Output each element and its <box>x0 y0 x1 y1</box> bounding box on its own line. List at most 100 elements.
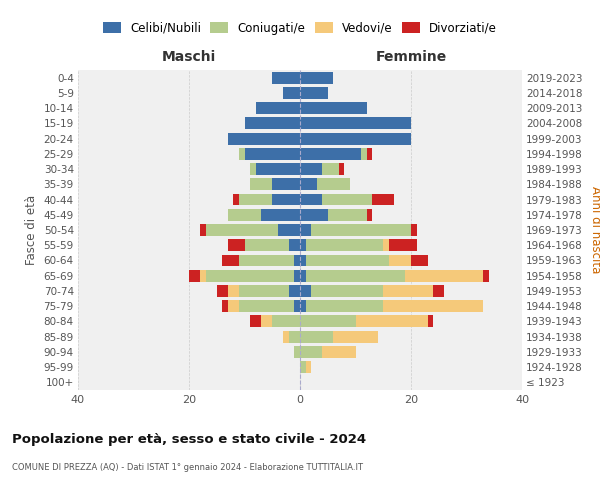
Bar <box>206 224 278 236</box>
Bar <box>272 72 300 84</box>
Bar <box>250 316 261 328</box>
Bar <box>367 209 372 220</box>
Text: Maschi: Maschi <box>162 50 216 64</box>
Bar <box>300 240 305 251</box>
Bar <box>406 270 483 281</box>
Bar <box>228 300 239 312</box>
Bar <box>300 87 328 99</box>
Bar <box>300 330 334 342</box>
Bar <box>272 194 300 205</box>
Bar <box>383 285 433 297</box>
Bar <box>278 224 300 236</box>
Bar <box>300 209 328 220</box>
Bar <box>428 316 433 328</box>
Bar <box>311 224 411 236</box>
Bar <box>239 148 245 160</box>
Bar <box>305 361 311 373</box>
Bar <box>300 102 367 114</box>
Bar <box>383 240 389 251</box>
Bar <box>300 163 322 175</box>
Bar <box>300 118 411 130</box>
Bar <box>300 148 361 160</box>
Bar <box>272 178 300 190</box>
Bar <box>223 300 228 312</box>
Bar <box>289 330 300 342</box>
Bar <box>300 361 305 373</box>
Bar <box>239 194 272 205</box>
Bar <box>189 270 200 281</box>
Bar <box>372 194 394 205</box>
Bar <box>383 300 483 312</box>
Bar <box>239 300 295 312</box>
Bar <box>300 132 411 144</box>
Y-axis label: Anni di nascita: Anni di nascita <box>589 186 600 274</box>
Bar <box>228 240 245 251</box>
Bar <box>289 285 300 297</box>
Bar <box>200 270 206 281</box>
Bar <box>322 163 339 175</box>
Bar <box>228 209 261 220</box>
Bar <box>223 254 239 266</box>
Bar <box>250 163 256 175</box>
Bar <box>272 316 300 328</box>
Bar <box>295 270 300 281</box>
Bar <box>295 300 300 312</box>
Bar <box>289 240 300 251</box>
Bar <box>261 209 300 220</box>
Bar <box>206 270 295 281</box>
Bar <box>300 254 305 266</box>
Bar <box>483 270 489 281</box>
Text: Femmine: Femmine <box>376 50 446 64</box>
Bar <box>283 330 289 342</box>
Bar <box>228 285 239 297</box>
Bar <box>367 148 372 160</box>
Bar <box>256 102 300 114</box>
Bar <box>411 224 416 236</box>
Bar <box>300 285 311 297</box>
Bar <box>317 178 350 190</box>
Y-axis label: Fasce di età: Fasce di età <box>25 195 38 265</box>
Text: Popolazione per età, sesso e stato civile - 2024: Popolazione per età, sesso e stato civil… <box>12 432 366 446</box>
Bar <box>245 148 300 160</box>
Bar <box>411 254 428 266</box>
Bar <box>245 118 300 130</box>
Bar <box>239 254 295 266</box>
Bar <box>322 346 356 358</box>
Bar <box>334 330 378 342</box>
Bar <box>300 178 317 190</box>
Bar <box>389 254 411 266</box>
Bar <box>300 224 311 236</box>
Bar <box>233 194 239 205</box>
Bar <box>389 240 416 251</box>
Bar <box>261 316 272 328</box>
Bar <box>300 346 322 358</box>
Bar <box>283 87 300 99</box>
Bar <box>356 316 428 328</box>
Bar <box>250 178 272 190</box>
Bar <box>295 346 300 358</box>
Bar <box>322 194 372 205</box>
Bar <box>300 316 356 328</box>
Bar <box>217 285 228 297</box>
Text: COMUNE DI PREZZA (AQ) - Dati ISTAT 1° gennaio 2024 - Elaborazione TUTTITALIA.IT: COMUNE DI PREZZA (AQ) - Dati ISTAT 1° ge… <box>12 462 363 471</box>
Bar <box>239 285 289 297</box>
Legend: Celibi/Nubili, Coniugati/e, Vedovi/e, Divorziati/e: Celibi/Nubili, Coniugati/e, Vedovi/e, Di… <box>103 22 497 35</box>
Bar <box>245 240 289 251</box>
Bar <box>228 132 300 144</box>
Bar <box>300 194 322 205</box>
Bar <box>200 224 206 236</box>
Bar <box>300 270 305 281</box>
Bar <box>300 300 305 312</box>
Bar <box>305 270 406 281</box>
Bar <box>305 240 383 251</box>
Bar <box>311 285 383 297</box>
Bar <box>305 300 383 312</box>
Bar <box>305 254 389 266</box>
Bar <box>361 148 367 160</box>
Bar <box>433 285 445 297</box>
Bar <box>300 72 334 84</box>
Bar <box>328 209 367 220</box>
Bar <box>295 254 300 266</box>
Bar <box>256 163 300 175</box>
Bar <box>339 163 344 175</box>
